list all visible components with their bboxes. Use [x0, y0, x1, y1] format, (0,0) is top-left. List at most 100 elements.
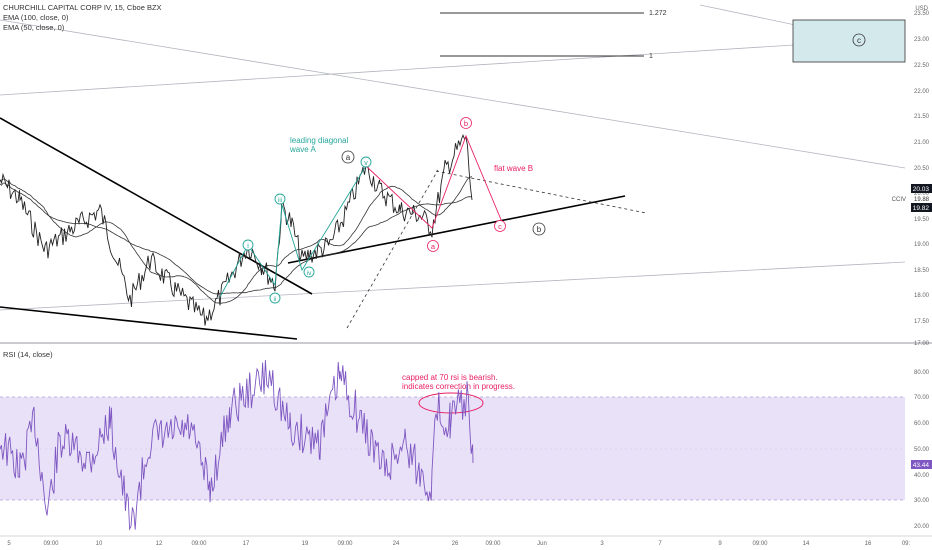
lower-channel-line[interactable] — [0, 261, 906, 311]
time-tick-label: 09:00 — [485, 541, 501, 547]
rsi-note-line-2: indicates correction in progress. — [402, 382, 515, 391]
wave-a-marker-pink[interactable]: a — [427, 240, 439, 252]
wave-a-label-black: a — [346, 153, 351, 162]
time-tick-label: 9 — [718, 541, 722, 547]
wave-b-label-black: b — [537, 225, 542, 234]
rsi-tick-label: 20.00 — [914, 524, 930, 530]
rsi-axis-ticks: 80.00 70.00 60.00 50.00 40.00 30.00 20.00 — [914, 370, 930, 530]
last-price-value: 20.03 — [913, 186, 930, 193]
time-tick-label: 09:00 — [337, 541, 353, 547]
ticker-label: CCIV — [892, 197, 906, 203]
ema-value-2-tag — [911, 203, 932, 212]
wave-iii-label: iii — [278, 198, 282, 204]
time-tick-label: 7 — [658, 541, 662, 547]
price-tick-label: 19.00 — [914, 242, 930, 248]
price-series-line[interactable] — [0, 133, 473, 326]
ema-100-line[interactable] — [0, 182, 472, 295]
time-tick-label: 16 — [865, 541, 872, 547]
falling-wedge-lower[interactable] — [0, 306, 298, 340]
time-tick-label: 10 — [96, 541, 103, 547]
target-box[interactable] — [792, 19, 906, 63]
price-axis-ticks: 23.50 23.00 22.50 22.00 21.50 21.00 20.50 20.00… — [914, 11, 930, 347]
wave-v-label: v — [364, 160, 368, 167]
wave-i-label: i — [247, 243, 249, 250]
time-tick-label: 09:00 — [191, 541, 207, 547]
wave-ii-marker[interactable]: ii — [269, 292, 281, 304]
wave-iv-marker[interactable]: iv — [303, 266, 315, 278]
wave-a-label-pink: a — [431, 242, 436, 251]
price-tick-label: 23.00 — [914, 37, 930, 43]
ema-value-2: 19.82 — [913, 205, 930, 212]
rsi-tick-label: 30.00 — [914, 498, 930, 504]
time-tick-label: 14 — [803, 541, 810, 547]
rsi-highlight-ellipse[interactable] — [418, 392, 484, 414]
time-tick-label: 09:00 — [752, 541, 768, 547]
support-trendline[interactable] — [287, 195, 626, 264]
rsi-tick-label: 80.00 — [914, 370, 930, 376]
wave-c-label-black: c — [857, 36, 861, 45]
teal-wave-lines[interactable] — [219, 165, 367, 298]
upper-channel-line[interactable] — [0, 19, 906, 169]
time-tick-label: 12 — [156, 541, 163, 547]
wave-b-label-pink: b — [464, 119, 468, 128]
price-tick-label: 17.50 — [914, 319, 930, 325]
price-axis[interactable] — [905, 0, 932, 343]
dashed-projection-up[interactable] — [346, 169, 439, 329]
rsi-tick-label: 50.00 — [914, 447, 930, 453]
pink-wave-lines[interactable] — [365, 134, 503, 229]
rsi-note-line-1: capped at 70 rsi is bearish. — [402, 373, 498, 382]
price-tick-label: 20.00 — [914, 191, 930, 197]
wave-c-marker-pink[interactable]: c — [494, 220, 506, 232]
wave-i-marker[interactable]: i — [242, 239, 254, 251]
rsi-tick-label: 60.00 — [914, 421, 930, 427]
wave-a-text: wave A — [289, 145, 316, 154]
mid-channel-line[interactable] — [0, 37, 906, 96]
time-tick-label: 09: — [902, 541, 911, 547]
time-tick-label: 5 — [7, 541, 11, 547]
leading-diagonal-text: leading diagonal — [290, 136, 348, 145]
rsi-legend[interactable]: RSI (14, close) — [3, 350, 53, 359]
price-tick-label: 23.50 — [914, 11, 930, 17]
wave-b-marker-pink[interactable]: b — [460, 117, 472, 129]
ema-100-legend[interactable]: EMA (100, close, 0) — [3, 13, 69, 22]
rsi-tick-label: 40.00 — [914, 473, 930, 479]
wave-iv-label: iv — [307, 270, 312, 277]
last-price-tag — [911, 184, 932, 193]
time-tick-label: 09:00 — [43, 541, 59, 547]
symbol-title[interactable]: CHURCHILL CAPITAL CORP IV, 15, Cboe BZX — [3, 3, 162, 12]
price-tick-label: 21.00 — [914, 140, 930, 146]
time-tick-label: 3 — [600, 541, 604, 547]
rsi-tick-label: 70.00 — [914, 395, 930, 401]
fib-level-1272-label: 1.272 — [649, 10, 667, 17]
wave-ii-label: ii — [274, 296, 277, 303]
price-tick-label: 22.50 — [914, 63, 930, 69]
time-tick-label: 24 — [393, 541, 400, 547]
price-tick-label: 19.50 — [914, 217, 930, 223]
ema-50-legend[interactable]: EMA (50, close, 0) — [3, 23, 65, 32]
rsi-last-value: 43.44 — [913, 462, 930, 469]
flat-wave-b-text: flat wave B — [494, 164, 533, 173]
time-tick-label: 26 — [452, 541, 459, 547]
rsi-series-line[interactable] — [0, 360, 474, 531]
rsi-value-tag — [911, 460, 932, 469]
wave-c-label-pink: c — [498, 222, 502, 231]
ema-50-line[interactable] — [0, 176, 473, 304]
currency-label: USD — [915, 6, 928, 12]
price-tick-label: 18.00 — [914, 293, 930, 299]
price-tick-label: 20.50 — [914, 166, 930, 172]
ema-value-1: 19.88 — [914, 197, 930, 203]
wave-a-marker-black[interactable]: a — [341, 150, 355, 164]
wave-b-marker-black[interactable]: b — [532, 222, 546, 236]
wave-iii-marker[interactable]: iii — [274, 193, 286, 205]
time-axis[interactable]: 5 09:00 10 12 09:00 17 19 09:00 24 26 09:00 Jun 3 7 9 0… — [7, 541, 910, 547]
wave-v-marker[interactable]: v — [360, 156, 372, 168]
price-tick-label: 18.50 — [914, 268, 930, 274]
fib-level-1-label: 1 — [649, 53, 653, 60]
wave-c-circle-black — [852, 33, 866, 47]
price-tick-label: 21.50 — [914, 114, 930, 120]
time-tick-label: 19 — [302, 541, 309, 547]
time-tick-label: Jun — [537, 541, 547, 547]
price-tick-label: 22.00 — [914, 89, 930, 95]
time-tick-label: 17 — [243, 541, 250, 547]
